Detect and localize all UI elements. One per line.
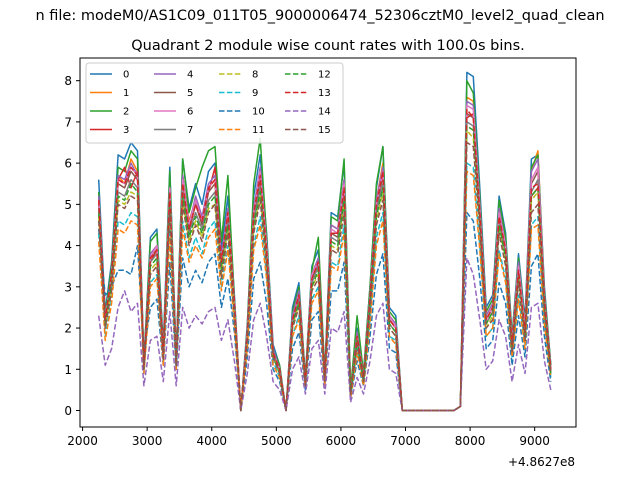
x-tick-label: 5000 <box>261 434 292 448</box>
x-tick-label: 4000 <box>196 434 227 448</box>
y-tick-label: 5 <box>64 198 72 212</box>
y-tick-label: 0 <box>64 404 72 418</box>
legend-label-13: 13 <box>318 88 331 99</box>
y-tick-label: 8 <box>64 74 72 88</box>
x-tick-label: 9000 <box>519 434 550 448</box>
legend-label-15: 15 <box>318 125 331 136</box>
legend-label-6: 6 <box>187 107 193 118</box>
legend-label-4: 4 <box>187 70 193 81</box>
x-tick-label: 7000 <box>390 434 421 448</box>
chart-title: Quadrant 2 module wise count rates with … <box>131 38 525 54</box>
y-tick-label: 4 <box>64 239 72 253</box>
legend-label-2: 2 <box>123 107 129 118</box>
x-tick-label: 6000 <box>326 434 357 448</box>
series-line-15 <box>97 141 552 412</box>
legend-label-14: 14 <box>318 107 331 118</box>
legend-frame <box>85 62 344 144</box>
series-line-9 <box>97 162 552 412</box>
legend-label-1: 1 <box>123 88 129 99</box>
x-tick-label: 2000 <box>67 434 98 448</box>
series-layer <box>97 71 552 412</box>
legend-label-10: 10 <box>252 107 265 118</box>
x-tick-label: 3000 <box>132 434 163 448</box>
y-tick-label: 3 <box>64 280 72 294</box>
legend-label-11: 11 <box>252 125 265 136</box>
y-tick-label: 2 <box>64 322 72 336</box>
legend-label-0: 0 <box>123 70 129 81</box>
plot-frame <box>79 57 577 428</box>
y-tick-label: 1 <box>64 363 72 377</box>
y-tick-label: 6 <box>64 157 72 171</box>
y-tick-label: 7 <box>64 115 72 129</box>
legend-label-3: 3 <box>123 125 129 136</box>
x-tick-label: 8000 <box>455 434 486 448</box>
series-line-14 <box>97 257 552 412</box>
y-axis: 0 1 2 3 4 5 6 7 8 <box>64 74 80 418</box>
x-axis: 2000 3000 4000 5000 6000 7000 8000 9000 <box>67 427 550 448</box>
legend-label-12: 12 <box>318 70 331 81</box>
figure-suptitle: n file: modeM0/AS1C09_011T05_9000006474_… <box>35 8 604 24</box>
legend-label-7: 7 <box>187 125 193 136</box>
series-line-11 <box>97 170 552 412</box>
x-offset-label: +4.8627e8 <box>508 455 575 469</box>
legend-label-9: 9 <box>252 88 258 99</box>
legend-label-8: 8 <box>252 70 258 81</box>
legend-label-5: 5 <box>187 88 193 99</box>
